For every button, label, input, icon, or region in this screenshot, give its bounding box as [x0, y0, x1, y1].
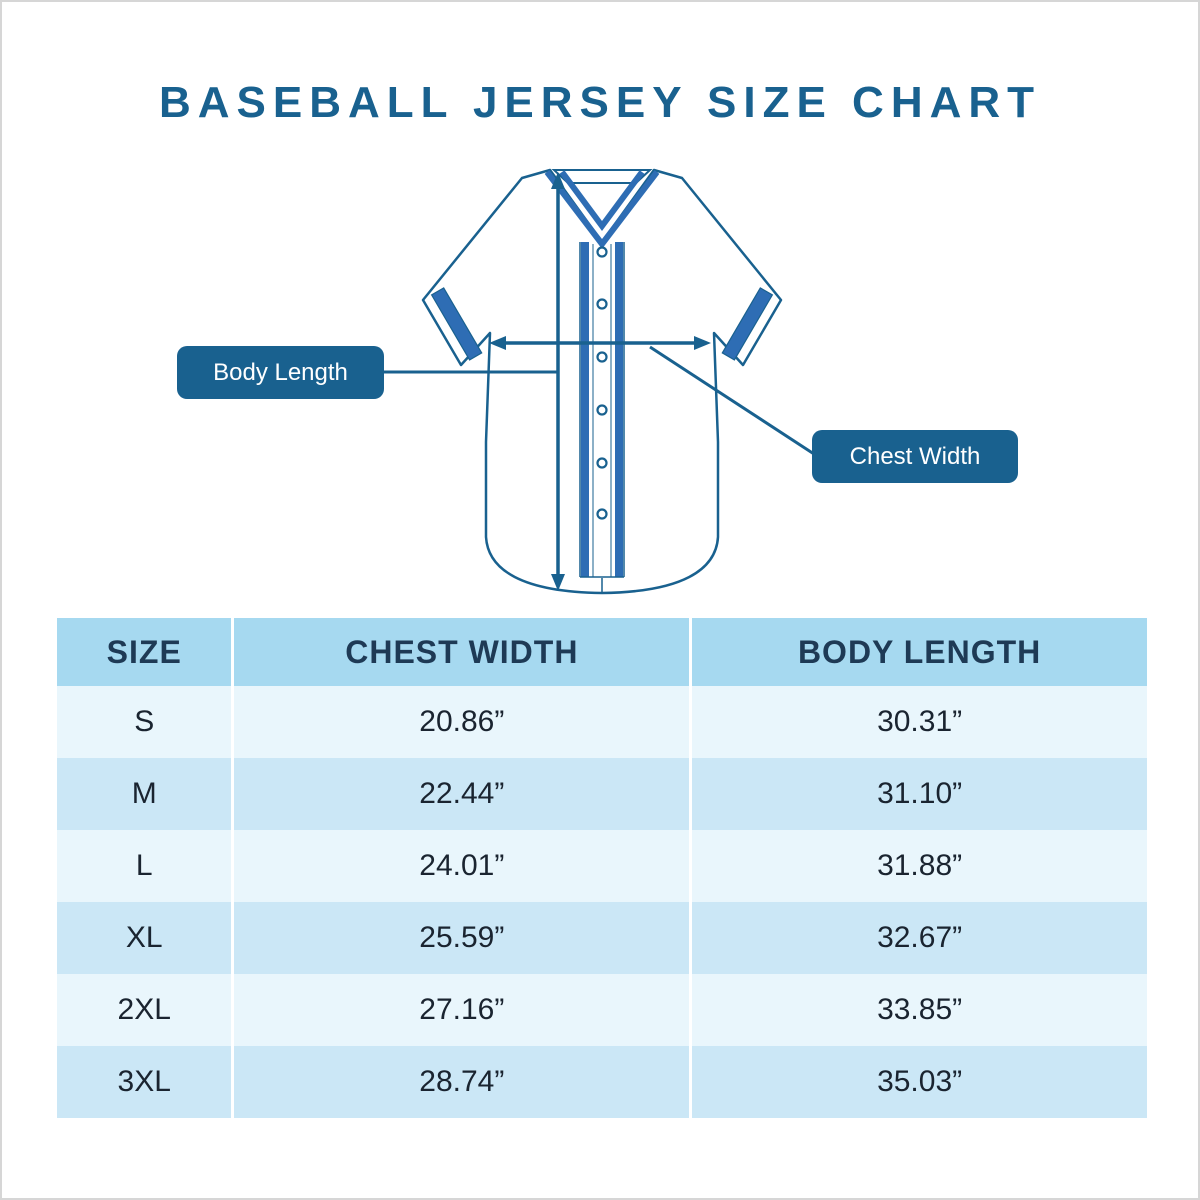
- body-length-cell: 33.85”: [689, 974, 1147, 1046]
- size-chart-table: SIZE CHEST WIDTH BODY LENGTH S 20.86” 30…: [57, 618, 1147, 1118]
- collar-trim-outer: [544, 170, 660, 249]
- column-header-chest-width: CHEST WIDTH: [231, 618, 691, 686]
- chest-width-cell: 28.74”: [231, 1046, 691, 1118]
- chest-width-connector: [649, 345, 815, 456]
- chest-width-cell: 22.44”: [231, 758, 691, 830]
- table-row-xl: XL 25.59” 32.67”: [57, 902, 1147, 974]
- placket-button: [596, 457, 608, 469]
- table-row-3xl: 3XL 28.74” 35.03”: [57, 1046, 1147, 1118]
- page-title: BASEBALL JERSEY SIZE CHART: [158, 78, 1042, 127]
- body-length-cell: 31.10”: [689, 758, 1147, 830]
- sleeve-stripe-left: [430, 287, 483, 361]
- chest-width-cell: 20.86”: [231, 686, 691, 758]
- body-length-cell: 30.31”: [689, 686, 1147, 758]
- table-row-m: M 22.44” 31.10”: [57, 758, 1147, 830]
- chest-width-arrow: [489, 336, 711, 350]
- placket-button: [596, 508, 608, 520]
- placket-button: [596, 246, 608, 258]
- body-length-arrow: [551, 172, 565, 591]
- collar-trim-inner: [559, 170, 645, 232]
- sleeve-stripe-right: [721, 287, 774, 361]
- size-cell: XL: [57, 902, 233, 974]
- jersey-outline: [421, 168, 783, 595]
- chest-width-cell: 24.01”: [231, 830, 691, 902]
- size-cell: L: [57, 830, 233, 902]
- size-table-container: SIZE CHEST WIDTH BODY LENGTH S 20.86” 30…: [57, 618, 1147, 1118]
- table-row-2xl: 2XL 27.16” 33.85”: [57, 974, 1147, 1046]
- size-cell: 3XL: [57, 1046, 233, 1118]
- button-placket: [579, 242, 625, 592]
- body-length-cell: 31.88”: [689, 830, 1147, 902]
- body-length-cell: 35.03”: [689, 1046, 1147, 1118]
- chest-width-cell: 25.59”: [231, 902, 691, 974]
- placket-button: [596, 298, 608, 310]
- size-cell: 2XL: [57, 974, 233, 1046]
- column-header-body-length: BODY LENGTH: [689, 618, 1147, 686]
- chest-width-label: Chest Width: [812, 430, 1018, 483]
- placket-buttons: [596, 246, 608, 520]
- chest-width-cell: 27.16”: [231, 974, 691, 1046]
- jersey-diagram: [383, 168, 815, 595]
- body-length-cell: 32.67”: [689, 902, 1147, 974]
- size-cell: S: [57, 686, 233, 758]
- table-row-l: L 24.01” 31.88”: [57, 830, 1147, 902]
- table-row-s: S 20.86” 30.31”: [57, 686, 1147, 758]
- placket-button: [596, 351, 608, 363]
- placket-button: [596, 404, 608, 416]
- body-length-label: Body Length: [177, 346, 384, 399]
- size-cell: M: [57, 758, 233, 830]
- column-header-size: SIZE: [57, 618, 233, 686]
- table-header-row: SIZE CHEST WIDTH BODY LENGTH: [57, 618, 1147, 686]
